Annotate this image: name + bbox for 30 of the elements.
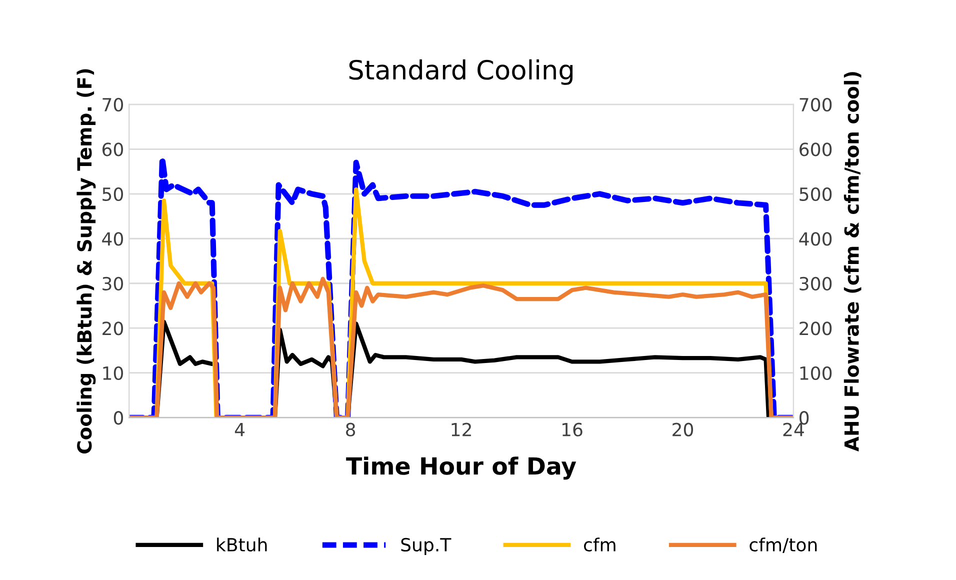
legend-label: kBtuh (217, 538, 267, 552)
y-tick-label: 50 (102, 187, 123, 201)
x-tick-label: 4 (234, 423, 245, 436)
y-axis-title: Cooling (kBtuh) & Supply Temp. (F) (76, 69, 96, 454)
legend-label: Sup.T (401, 538, 452, 556)
y-tick-label: 10 (103, 366, 123, 380)
y-tick-label: 30 (102, 276, 123, 290)
y2-tick-label: 400 (799, 232, 832, 246)
y2-tick-label: 200 (800, 322, 832, 336)
y2-tick-label: 0 (800, 411, 809, 425)
y-tick-label: 0 (114, 411, 123, 425)
y2-tick-label: 600 (800, 142, 832, 156)
x-tick-label: 16 (562, 422, 582, 436)
legend-label: cfm/ton (750, 538, 817, 553)
y-tick-label: 40 (102, 232, 123, 246)
y-tick-label: 60 (102, 142, 123, 156)
x-tick-label: 20 (672, 422, 694, 436)
y-tick-label: 70 (102, 98, 123, 112)
legend-label: cfm (584, 538, 616, 552)
x-tick-label: 12 (452, 422, 471, 436)
y2-tick-label: 700 (800, 98, 832, 112)
y2-tick-label: 300 (800, 276, 832, 290)
x-axis-title: Time Hour of Day (346, 456, 576, 480)
y2-tick-label: 100 (800, 366, 832, 380)
x-tick-label: 8 (346, 422, 356, 436)
chart-title: Standard Cooling (349, 59, 573, 85)
y-tick-label: 20 (102, 322, 123, 336)
x-tick-label: 24 (783, 422, 804, 436)
y2-tick-label: 500 (800, 187, 832, 201)
y2-axis-title: AHU Flowrate (cfm & cfm/ton cool) (844, 72, 862, 452)
